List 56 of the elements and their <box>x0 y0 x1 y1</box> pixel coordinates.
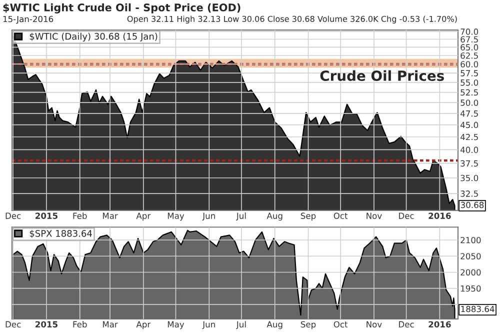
x-tick-label: Sep <box>300 212 316 221</box>
annotation: Crude Oil Prices <box>320 70 444 81</box>
legend-label: $SPX 1883.64 <box>30 230 92 238</box>
y-tick-label: 37.5 <box>460 160 478 167</box>
y-tick-label: 2100 <box>460 236 481 244</box>
y-tick-label: 57.5 <box>460 70 478 76</box>
y-tick-label: 65.0 <box>460 44 478 50</box>
x-tick-label: Dec <box>399 212 414 219</box>
y-tick-label: 2050 <box>460 253 481 260</box>
x-tick-label: Aug <box>266 321 282 330</box>
x-tick-label: Oct <box>334 212 348 219</box>
y-tick-label: 47.5 <box>460 110 478 117</box>
y-tick-label: 45.0 <box>460 122 478 128</box>
x-tick-label: Aug <box>266 212 282 221</box>
chart-title: $WTIC Light Crude Oil - Spot Price (EOD) <box>3 3 240 14</box>
y-tick-label: 40.0 <box>460 146 478 153</box>
y-tick-label: 52.5 <box>460 89 478 96</box>
x-tick-label: 2016 <box>428 212 451 219</box>
annotation: 1883.64 <box>461 306 494 312</box>
y-tick-label: 70.0 <box>460 28 478 35</box>
x-tick-label: 2015 <box>36 321 58 328</box>
y-tick-label: 62.5 <box>460 52 478 59</box>
x-tick-label: Dec <box>6 321 21 328</box>
x-tick-label: Nov <box>366 321 382 328</box>
text: Open 32.11 High 32.13 Low 30.06 Close 30.68 Volume 326.0K Chg -0.53 (-1.70%) <box>127 16 457 24</box>
x-tick-label: May <box>168 321 184 330</box>
y-tick-label: 35.0 <box>460 174 478 182</box>
y-tick-label: 50.0 <box>460 100 478 106</box>
x-tick-label: 2016 <box>428 321 451 328</box>
x-tick-label: Apr <box>136 321 151 330</box>
y-tick-label: 2000 <box>460 269 481 276</box>
x-tick-label: Jul <box>236 321 246 330</box>
y-tick-label: 1950 <box>461 285 481 292</box>
x-tick-label: Feb <box>73 321 87 328</box>
x-tick-label: Feb <box>73 212 87 219</box>
y-tick-label: 55.0 <box>460 79 478 86</box>
x-tick-label: May <box>168 212 184 221</box>
x-tick-label: Oct <box>334 321 348 328</box>
chart-subtitle: 15-Jan-2016 <box>3 16 54 24</box>
x-tick-label: Sep <box>300 321 316 330</box>
x-tick-label: Mar <box>102 321 118 328</box>
x-tick-label: 2015 <box>36 212 58 219</box>
annotation: 30.68 <box>460 202 484 208</box>
x-tick-label: Apr <box>136 212 151 221</box>
x-tick-label: Nov <box>366 212 382 219</box>
x-tick-label: Jul <box>236 212 246 221</box>
x-tick-label: Dec <box>399 321 414 328</box>
x-tick-label: Mar <box>102 212 118 219</box>
y-tick-label: 60.0 <box>460 61 478 68</box>
y-tick-label: 32.5 <box>460 190 478 197</box>
x-tick-label: Jun <box>202 212 215 221</box>
y-tick-label: 42.5 <box>460 134 478 140</box>
x-tick-label: Dec <box>6 212 21 219</box>
legend-label: $WTIC (Daily) 30.68 (15 Jan) <box>30 32 158 42</box>
x-tick-label: Jun <box>202 321 215 330</box>
y-tick-label: 67.5 <box>460 36 478 43</box>
